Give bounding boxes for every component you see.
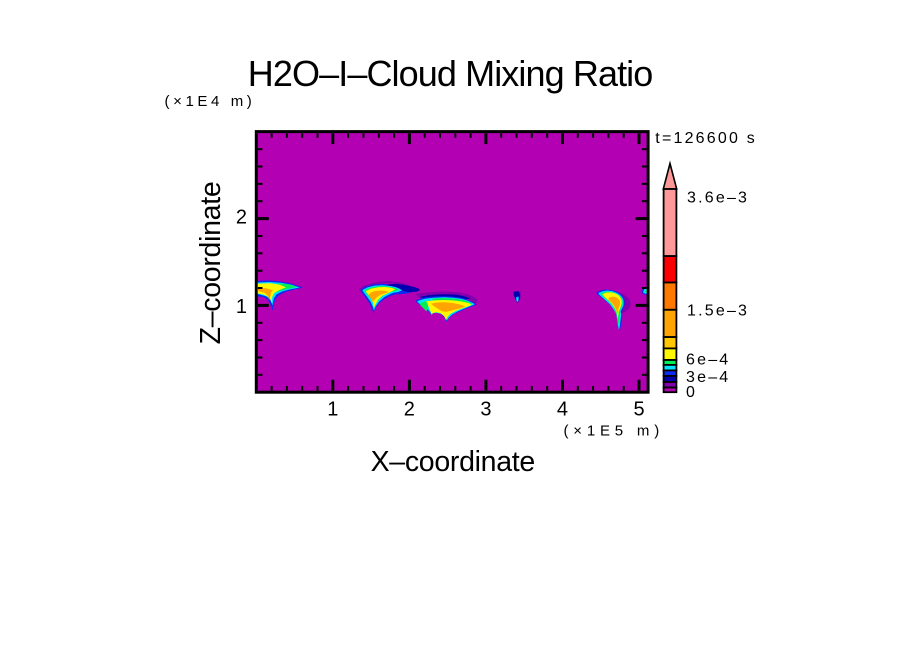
svg-text:X–coordinate: X–coordinate — [371, 446, 535, 478]
svg-text:(×1E4 m): (×1E4 m) — [165, 93, 256, 110]
svg-text:5: 5 — [633, 399, 644, 421]
svg-text:3e–4: 3e–4 — [686, 369, 730, 386]
svg-text:1: 1 — [327, 399, 338, 421]
svg-text:3.6e–3: 3.6e–3 — [687, 190, 749, 207]
svg-text:t=126600 s: t=126600 s — [655, 130, 757, 147]
svg-text:4: 4 — [557, 399, 568, 421]
svg-text:2: 2 — [404, 399, 415, 421]
svg-text:Z–coordinate: Z–coordinate — [195, 182, 227, 345]
svg-text:0: 0 — [686, 384, 697, 401]
svg-text:1.5e–3: 1.5e–3 — [687, 302, 749, 319]
svg-text:6e–4: 6e–4 — [686, 351, 730, 368]
svg-text:3: 3 — [480, 399, 491, 421]
svg-text:2: 2 — [236, 207, 247, 229]
svg-text:1: 1 — [236, 296, 247, 318]
svg-text:H2O–I–Cloud Mixing Ratio: H2O–I–Cloud Mixing Ratio — [248, 53, 653, 94]
svg-text:(×1E5 m): (×1E5 m) — [564, 423, 665, 440]
